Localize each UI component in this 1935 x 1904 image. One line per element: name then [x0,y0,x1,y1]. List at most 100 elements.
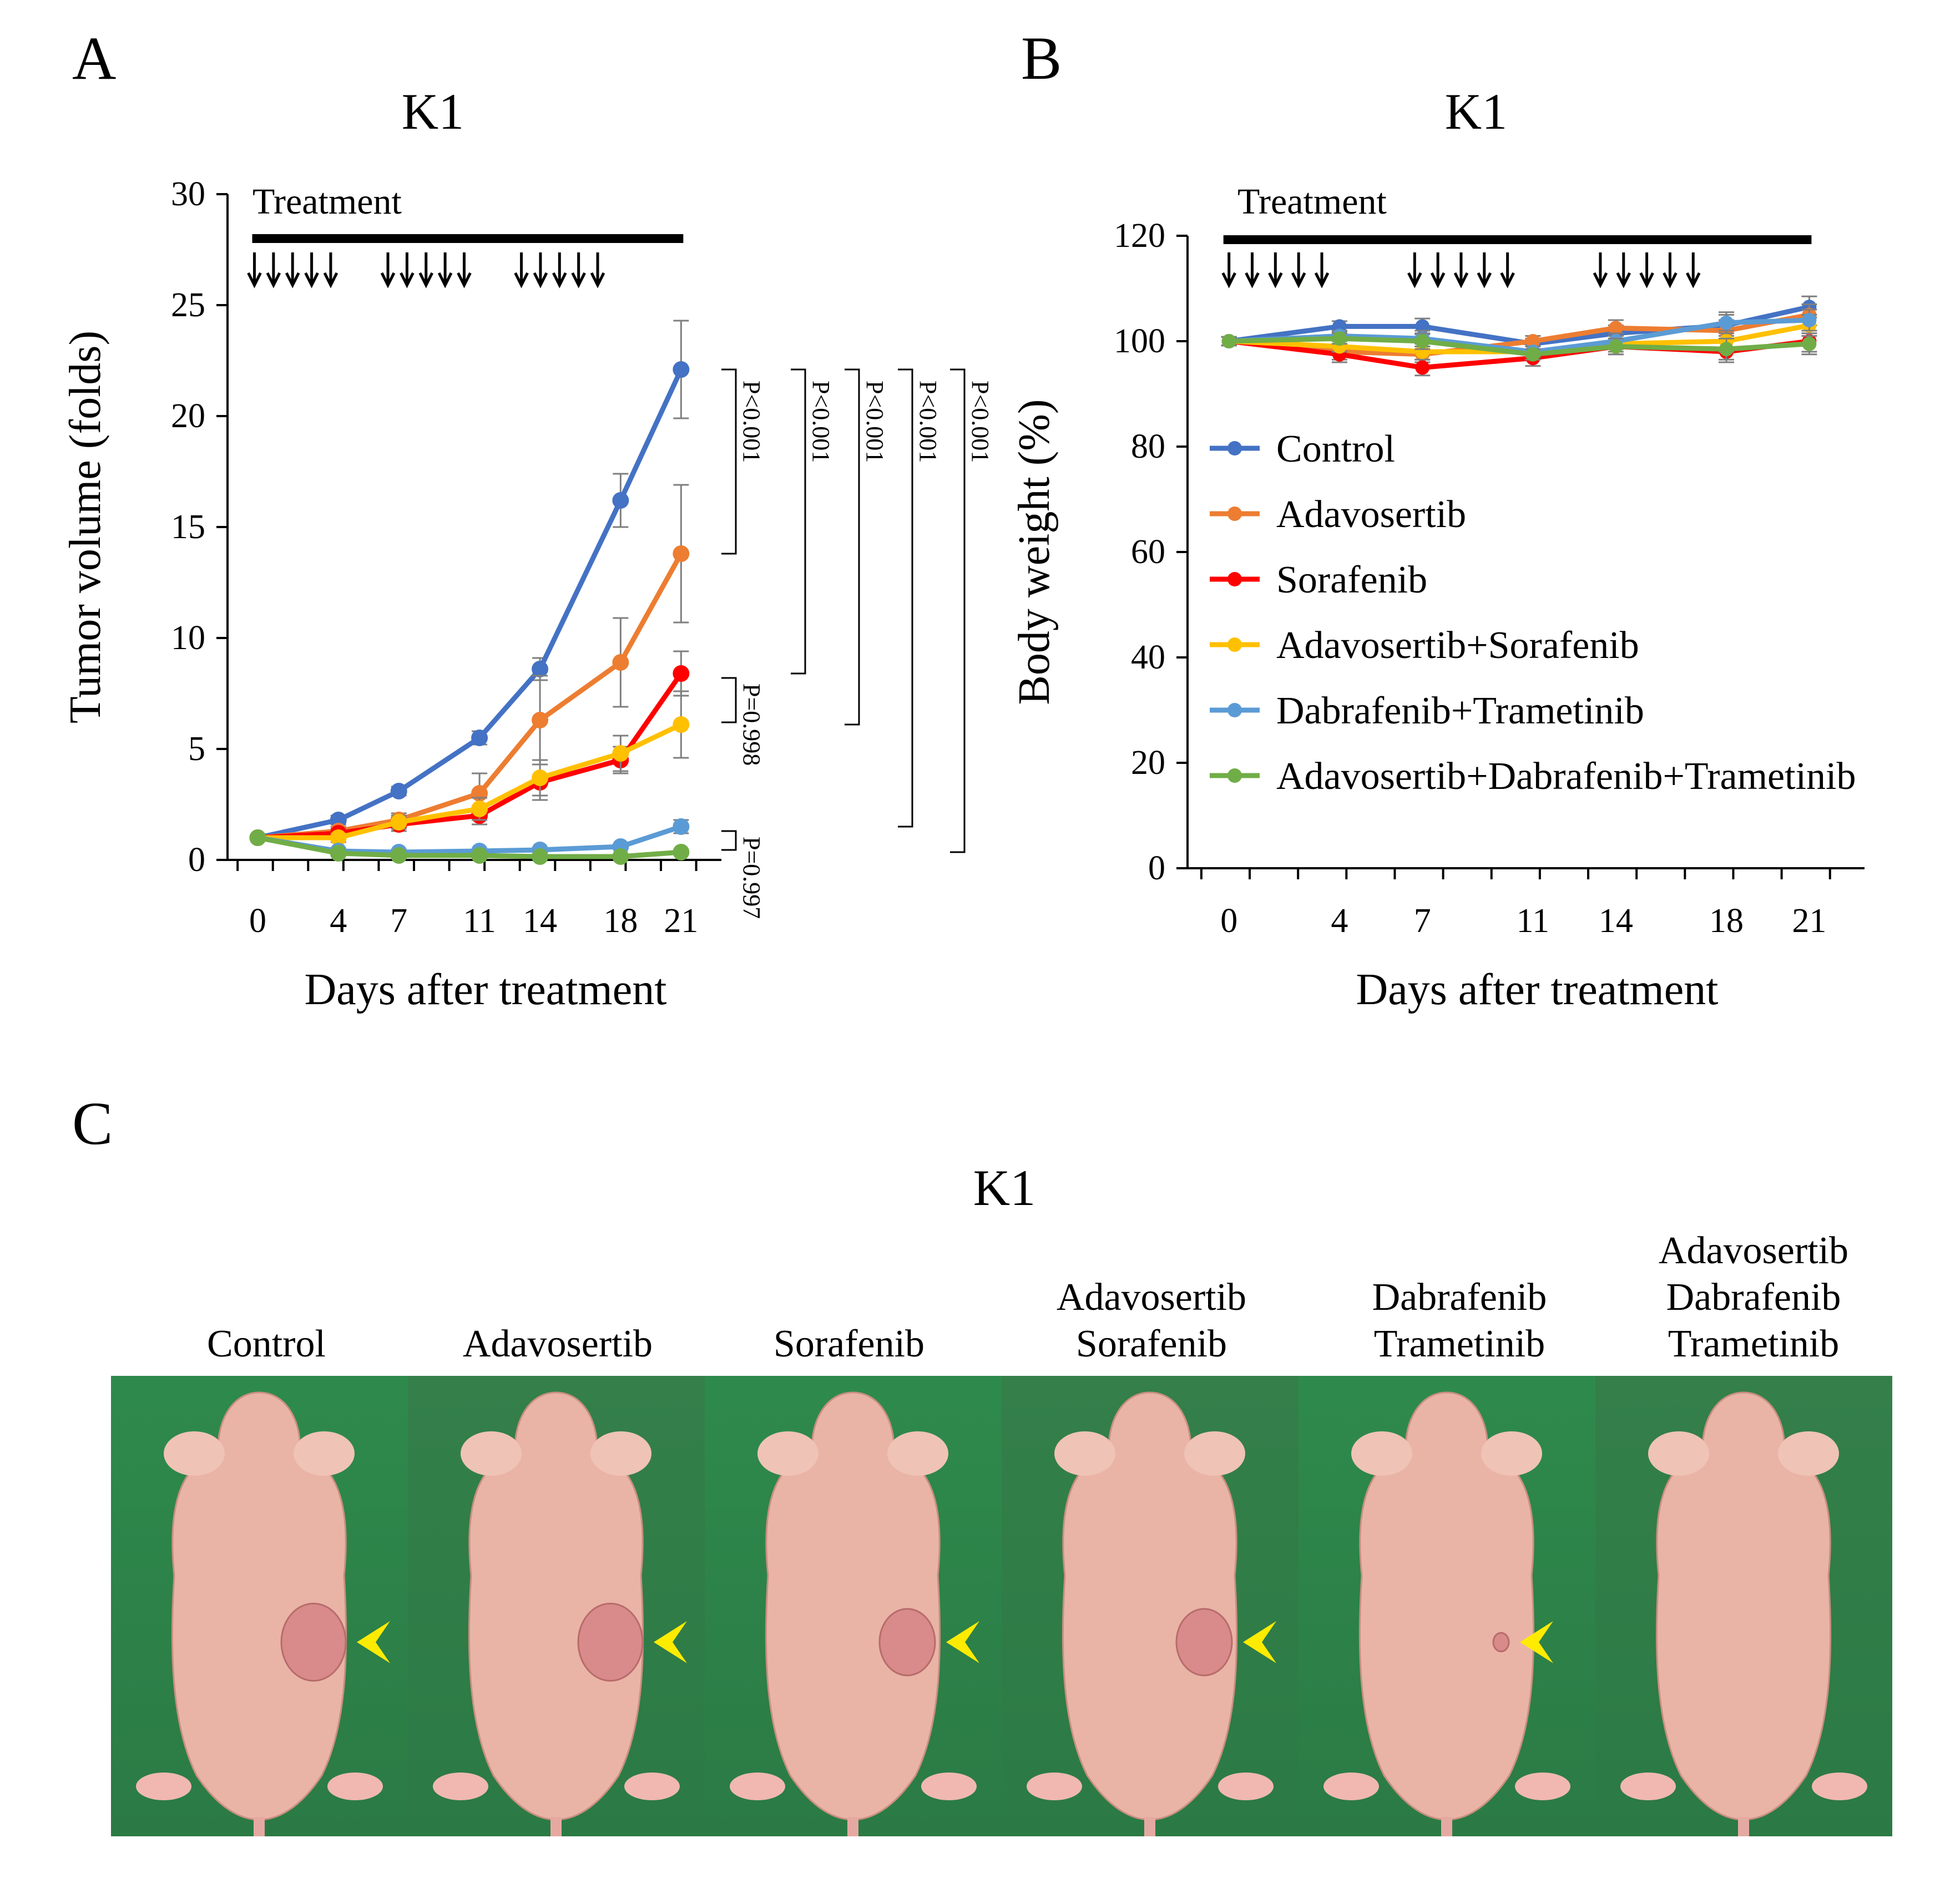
mouse-photo-adavosertib [408,1376,705,1836]
tumor-arrowhead [357,1621,390,1663]
treatment-arrow [1314,252,1330,288]
treatment-label: Treatment [1237,181,1387,222]
legend-item-control: Control [1210,428,1395,470]
data-point [1608,339,1623,354]
mouse-ear [1184,1431,1245,1476]
treatment-arrow-head [437,272,453,288]
photo-label-line: Control [207,1323,326,1365]
y-tick-label: 10 [171,619,205,657]
x-tick-label: 21 [1792,902,1826,940]
photo-label-line: Dabrafenib [1666,1276,1841,1319]
photo-label-line: Trametinib [1374,1323,1545,1365]
data-point [390,847,407,864]
x-tick-label: 7 [390,902,407,940]
treatment-arrow-head [552,272,567,288]
data-point [673,545,690,562]
mouse-foot [921,1773,977,1800]
y-tick-label: 20 [1131,744,1165,782]
photo-labels: Control Adavosertib SorafenibAdavosertibSo… [207,1229,1848,1365]
legend-label: Adavosertib+Dabrafenib+Trametinib [1276,755,1856,798]
y-tick-label: 40 [1131,639,1165,676]
data-point [1802,336,1817,351]
y-tick-label: 15 [171,508,205,546]
mouse-foot [624,1773,680,1800]
treatment-arrow [418,252,433,288]
treatment-arrow-head [1477,272,1492,288]
y-axis-label: Tumor volume (folds) [61,331,110,723]
series-adavosertib-dabrafenib-trametinib [1221,331,1817,362]
treatment-arrow-head [380,272,396,288]
legend-label: Adavosertib+Sorafenib [1276,624,1639,667]
treatment-arrow [400,252,415,288]
data-point [1221,334,1236,348]
photo-label-line: Adavosertib [1659,1229,1848,1272]
treatment-arrow-head [400,272,415,288]
significance-bracket: P=0.998 [721,677,765,766]
mouse-illustration [730,1391,979,1836]
mouse-tail [1441,1817,1452,1836]
treatment-arrow-head [1500,272,1515,288]
mouse-tail [1144,1817,1155,1836]
treatment-arrow-head [514,272,529,288]
data-point [330,829,347,846]
treatment-arrow-head [1430,272,1446,288]
photo-label-line: Sorafenib [774,1323,924,1365]
treatment-arrow-head [590,272,605,288]
treatment-arrow [590,252,605,288]
treatment-arrow [304,252,319,288]
series-line [257,552,684,840]
legend: Control Adavosertib Sorafenib Adavosertib+S… [1210,428,1856,798]
series-adavosertib [249,484,690,846]
mouse-ear [1054,1431,1115,1476]
y-axis-label: Body weight (%) [1010,399,1059,705]
treatment-arrow [1291,252,1306,288]
x-tick-label: 14 [523,902,557,940]
data-point [1608,321,1623,336]
mouse-foot [730,1773,785,1800]
treatment-arrow-head [323,272,339,288]
legend-label: Sorafenib [1276,559,1427,601]
y-tick-label: 5 [188,730,205,768]
data-point [532,848,549,865]
mouse-foot [1218,1773,1274,1800]
y-tick-label: 60 [1131,533,1165,571]
treatment-arrow-head [533,272,548,288]
legend-swatch-marker [1227,572,1242,586]
x-tick-label: 21 [664,902,698,940]
legend-swatch-marker [1227,507,1242,521]
p-value-label: P<0.001 [807,381,835,463]
tumor-arrowhead [654,1621,687,1663]
x-axis-label: Days after treatment [1356,965,1718,1014]
significance-bracket: P<0.001 [721,368,765,555]
treatment-arrow [247,252,262,288]
x-tick-label: 4 [330,902,347,940]
treatment-arrow-head [1663,272,1678,288]
y-tick-label: 30 [171,175,205,213]
treatment-arrow [1268,252,1283,288]
treatment-arrow [1245,252,1260,288]
legend-item-dabrafenib-trametinib: Dabrafenib+Trametinib [1210,690,1644,732]
significance-bracket: P<0.001 [791,368,835,675]
legend-item-sorafenib: Sorafenib [1210,559,1427,601]
mouse-ear [461,1431,522,1476]
y-tick-label: 80 [1131,428,1165,465]
tumor-arrowhead [1243,1621,1276,1663]
mouse-illustration [1323,1391,1570,1836]
mouse-tail [550,1817,562,1836]
y-tick-label: 120 [1114,217,1165,255]
treatment-arrow [552,252,567,288]
data-point [1332,331,1347,346]
tumor [280,1602,347,1682]
treatment-arrow [1430,252,1446,288]
treatment-arrow [533,252,548,288]
p-value-label: P<0.001 [915,381,942,463]
mouse-ear [590,1431,651,1476]
mouse-foot [136,1773,191,1800]
treatment-arrow [571,252,586,288]
bracket-line [721,830,737,851]
treatment-arrow-head [304,272,319,288]
treatment-arrow [1500,252,1515,288]
x-tick-label: 18 [603,902,638,940]
